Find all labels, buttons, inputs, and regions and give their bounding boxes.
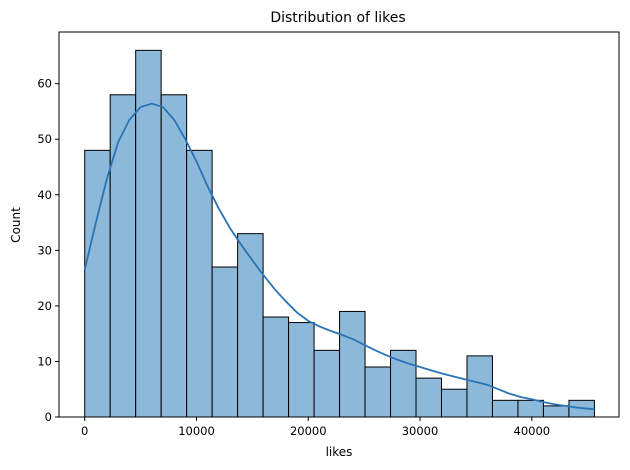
plot-frame — [58, 31, 620, 418]
y-axis: 0 10 20 30 40 50 60 — [37, 77, 59, 424]
y-tick-label: 10 — [37, 354, 52, 368]
histogram-bar — [186, 149, 213, 418]
x-axis-label: likes — [326, 445, 353, 459]
x-axis: 0 10000 20000 30000 40000 — [81, 417, 550, 438]
histogram-bar — [415, 377, 442, 418]
plot-area — [83, 49, 595, 418]
y-tick-label: 30 — [37, 243, 52, 257]
y-tick-label: 60 — [37, 77, 52, 91]
histogram-bar — [440, 388, 468, 418]
histogram-bar — [262, 316, 290, 418]
histogram-bar — [339, 310, 366, 418]
y-tick-label: 20 — [37, 299, 52, 313]
histogram-bar — [160, 94, 188, 418]
x-tick-label: 10000 — [178, 424, 215, 438]
x-tick-label: 30000 — [402, 424, 439, 438]
x-tick-label: 20000 — [290, 424, 327, 438]
histogram-bar — [390, 349, 417, 418]
histogram-bar — [288, 322, 315, 418]
histogram-bar — [364, 366, 392, 418]
histogram-bar — [542, 405, 570, 418]
histogram-bar — [313, 349, 341, 418]
chart-title: Distribution of likes — [270, 10, 405, 26]
x-tick-label: 0 — [81, 424, 88, 438]
kde-line — [83, 102, 595, 411]
y-tick-label: 50 — [37, 132, 52, 146]
histogram-bar — [84, 149, 111, 418]
y-tick-label: 40 — [37, 188, 52, 202]
x-tick-label: 40000 — [514, 424, 551, 438]
histogram-bar — [491, 399, 519, 418]
histogram-bar — [237, 233, 264, 418]
histogram-bar — [135, 49, 162, 418]
y-axis-label: Count — [9, 207, 23, 243]
histogram-bar — [109, 94, 137, 418]
histogram-bar — [211, 266, 239, 418]
y-tick-label: 0 — [45, 410, 52, 424]
histogram-bar — [466, 355, 493, 418]
histogram-bar — [517, 399, 544, 418]
